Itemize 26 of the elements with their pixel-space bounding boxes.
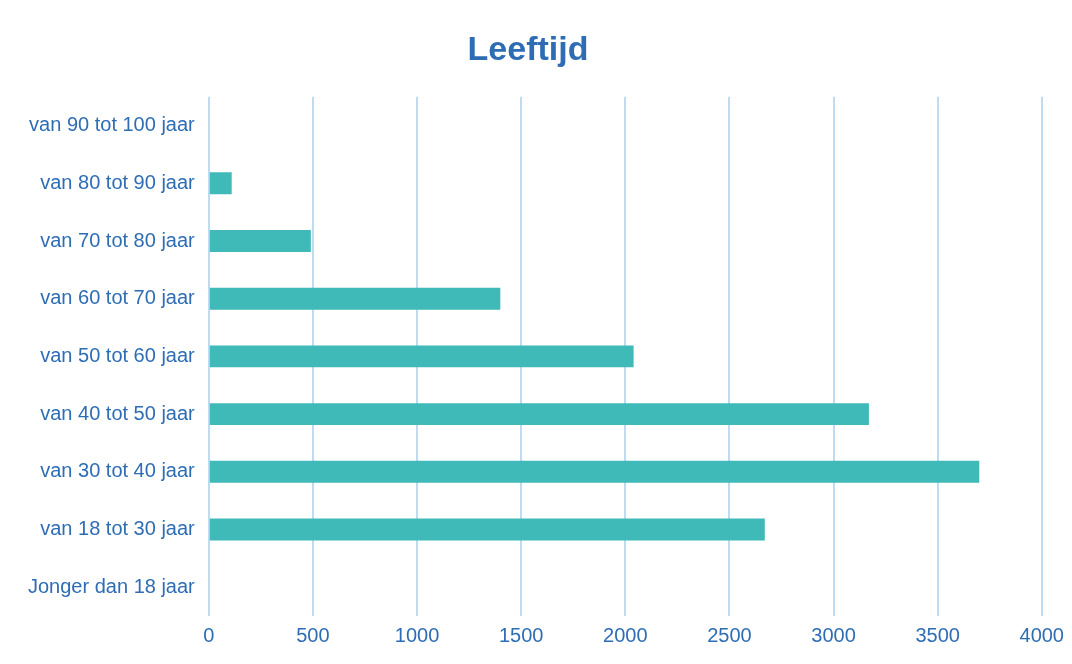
- x-tick-label: 2500: [707, 623, 752, 646]
- x-tick-label: 4000: [1019, 623, 1064, 646]
- y-tick-label: van 60 tot 70 jaar: [40, 286, 196, 309]
- x-tick-label: 3000: [811, 623, 856, 646]
- bar: [209, 345, 634, 368]
- y-tick-label: van 80 tot 90 jaar: [40, 170, 196, 193]
- bar: [209, 172, 232, 195]
- y-tick-label: van 30 tot 40 jaar: [40, 459, 196, 482]
- x-tick-label: 1500: [498, 623, 544, 646]
- bar: [209, 403, 869, 426]
- y-tick-label: van 70 tot 80 jaar: [40, 228, 196, 251]
- y-tick-label: van 50 tot 60 jaar: [40, 343, 196, 366]
- bar: [209, 287, 501, 310]
- chart-title: Leeftijd: [467, 28, 589, 67]
- x-tick-label: 3500: [915, 623, 960, 646]
- y-tick-label: van 40 tot 50 jaar: [40, 401, 196, 424]
- x-tick-label: 2000: [603, 623, 648, 646]
- x-tick-label: 0: [203, 623, 215, 646]
- bar: [209, 460, 980, 483]
- x-tick-label: 500: [296, 623, 330, 646]
- y-tick-label: van 90 tot 100 jaar: [29, 113, 196, 136]
- x-tick-label: 1000: [394, 623, 440, 646]
- y-tick-label: van 18 tot 30 jaar: [40, 516, 196, 539]
- y-tick-label: Jonger dan 18 jaar: [27, 574, 196, 597]
- bar: [209, 230, 311, 252]
- bar: [209, 518, 765, 541]
